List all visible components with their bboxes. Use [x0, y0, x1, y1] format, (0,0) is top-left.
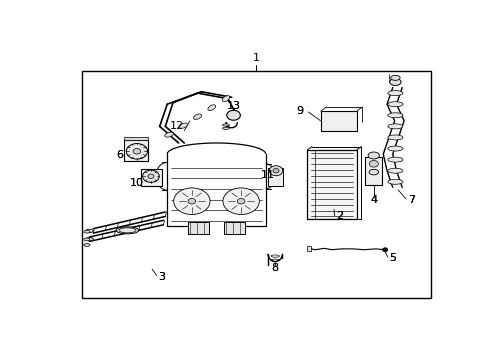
Circle shape: [173, 188, 210, 215]
Ellipse shape: [387, 179, 402, 184]
Text: 3: 3: [158, 273, 165, 283]
Text: 11: 11: [260, 170, 274, 180]
Text: 6: 6: [116, 150, 123, 161]
Ellipse shape: [387, 113, 402, 118]
Bar: [365, 157, 381, 185]
Text: 7: 7: [407, 195, 414, 205]
Ellipse shape: [222, 124, 229, 126]
Bar: [123, 137, 148, 140]
Text: 13: 13: [226, 100, 240, 111]
Ellipse shape: [367, 152, 379, 159]
Circle shape: [188, 198, 195, 204]
Text: 10: 10: [130, 178, 143, 188]
Circle shape: [272, 168, 279, 173]
Ellipse shape: [368, 169, 378, 175]
Circle shape: [126, 144, 147, 159]
Text: 2: 2: [335, 211, 343, 221]
Circle shape: [147, 174, 154, 179]
Circle shape: [133, 149, 141, 154]
Bar: [82, 71, 430, 298]
Text: 11: 11: [260, 170, 274, 180]
Text: 8: 8: [271, 263, 278, 273]
Ellipse shape: [84, 238, 90, 241]
Text: 3: 3: [158, 273, 165, 283]
Bar: [188, 222, 208, 234]
Ellipse shape: [164, 132, 173, 137]
Bar: [224, 222, 244, 234]
Ellipse shape: [387, 146, 402, 151]
Ellipse shape: [387, 124, 402, 129]
Text: 12: 12: [169, 121, 183, 131]
Text: 6: 6: [116, 150, 123, 161]
Ellipse shape: [179, 123, 187, 128]
Text: 10: 10: [130, 178, 143, 188]
Text: 4: 4: [369, 195, 377, 205]
Text: 5: 5: [388, 253, 395, 263]
Text: 8: 8: [271, 263, 278, 273]
Ellipse shape: [193, 114, 201, 120]
Bar: [141, 169, 161, 186]
Circle shape: [226, 110, 240, 120]
Bar: [307, 150, 356, 219]
Text: 13: 13: [226, 100, 240, 111]
Ellipse shape: [387, 91, 402, 96]
Ellipse shape: [116, 227, 139, 234]
Text: 1: 1: [252, 53, 259, 63]
Ellipse shape: [387, 157, 402, 162]
Ellipse shape: [84, 244, 90, 246]
Ellipse shape: [389, 78, 400, 85]
Bar: [123, 140, 148, 161]
Ellipse shape: [85, 238, 93, 241]
Ellipse shape: [387, 168, 402, 173]
Text: 9: 9: [296, 106, 303, 116]
Circle shape: [268, 166, 282, 176]
Ellipse shape: [387, 135, 402, 140]
Ellipse shape: [390, 75, 399, 80]
Text: 2: 2: [335, 211, 343, 221]
Text: 9: 9: [296, 106, 303, 116]
Bar: [306, 246, 311, 251]
Bar: [320, 111, 356, 131]
Circle shape: [223, 188, 259, 215]
Bar: [268, 168, 282, 186]
Ellipse shape: [222, 127, 229, 129]
Text: 5: 5: [388, 253, 395, 263]
Ellipse shape: [85, 229, 93, 233]
Text: 7: 7: [407, 195, 414, 205]
Ellipse shape: [84, 230, 90, 233]
Ellipse shape: [387, 102, 402, 107]
Circle shape: [368, 161, 378, 167]
Circle shape: [237, 198, 244, 204]
Circle shape: [382, 248, 387, 252]
Ellipse shape: [207, 105, 215, 111]
Ellipse shape: [222, 96, 229, 102]
Circle shape: [142, 170, 159, 183]
Text: 4: 4: [369, 195, 377, 205]
